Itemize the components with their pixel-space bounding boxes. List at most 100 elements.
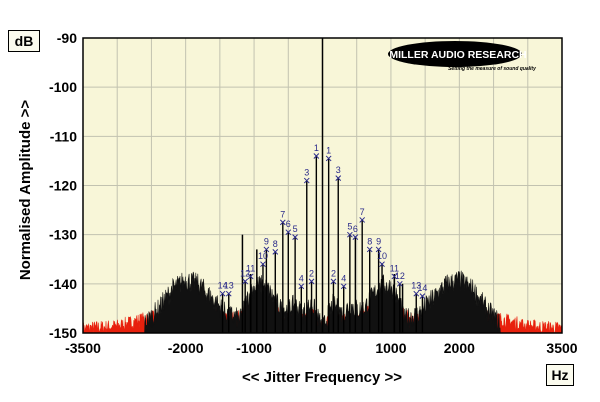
plot-frame bbox=[82, 37, 563, 334]
harmonic-marker: 4 bbox=[298, 273, 305, 290]
harmonic-marker: 7 bbox=[359, 207, 366, 223]
harmonic-marker: 3 bbox=[335, 165, 342, 181]
marker-cross bbox=[263, 246, 270, 253]
harmonic-marker: 9 bbox=[263, 236, 270, 253]
x-tick-label: 2000 bbox=[444, 340, 475, 356]
harmonic-marker: 2 bbox=[308, 268, 315, 285]
marker-cross bbox=[298, 283, 305, 290]
harmonic-marker: 6 bbox=[285, 219, 292, 236]
marker-cross bbox=[379, 261, 385, 268]
harmonic-marker: 12 bbox=[240, 268, 250, 285]
marker-label: 9 bbox=[376, 236, 381, 246]
harmonic-marker: 11 bbox=[246, 263, 255, 280]
harmonic-marker: 8 bbox=[272, 239, 279, 255]
marker-cross bbox=[396, 280, 403, 287]
y-tick-labels: -90 -100 -110 -120 -130 -140 -150 bbox=[49, 30, 77, 341]
marker-cross bbox=[303, 177, 310, 184]
marker-cross bbox=[260, 261, 266, 268]
marker-label: 3 bbox=[304, 168, 309, 178]
marker-label: 9 bbox=[264, 236, 269, 246]
x-tick-label: -2000 bbox=[168, 340, 204, 356]
marker-label: 1 bbox=[314, 143, 319, 153]
marker-cross bbox=[391, 273, 398, 280]
marker-cross bbox=[285, 229, 292, 236]
marker-label: 1 bbox=[326, 145, 331, 155]
marker-label: 12 bbox=[240, 268, 250, 278]
marker-label: 12 bbox=[395, 271, 405, 281]
marker-label: 6 bbox=[353, 224, 358, 234]
harmonic-marker: 1 bbox=[325, 145, 332, 162]
y-tick-label: -130 bbox=[49, 227, 77, 243]
marker-cross bbox=[247, 273, 254, 280]
marker-label: 14 bbox=[218, 281, 228, 291]
marker-cross bbox=[279, 219, 286, 226]
x-tick-label: 0 bbox=[319, 340, 327, 356]
marker-label: 5 bbox=[293, 224, 298, 234]
x-tick-label: 1000 bbox=[375, 340, 406, 356]
spikes-layer bbox=[221, 38, 424, 333]
marker-label: 11 bbox=[246, 263, 255, 273]
marker-cross bbox=[325, 155, 332, 162]
marker-label: 10 bbox=[258, 251, 268, 261]
y-axis-label: Normalised Amplitude >> bbox=[17, 100, 34, 281]
marker-cross bbox=[359, 217, 366, 223]
harmonic-marker: 8 bbox=[366, 236, 373, 253]
marker-cross bbox=[272, 249, 279, 255]
harmonic-marker: 5 bbox=[347, 222, 353, 238]
marker-label: 3 bbox=[336, 165, 341, 175]
marker-cross bbox=[340, 283, 347, 290]
marker-cross bbox=[330, 278, 337, 285]
harmonic-marker: 9 bbox=[375, 236, 382, 253]
marker-cross bbox=[242, 278, 249, 285]
x-tick-label: 3500 bbox=[546, 340, 577, 356]
marker-cross bbox=[335, 175, 342, 181]
x-unit-label: Hz bbox=[546, 364, 574, 386]
marker-label: 6 bbox=[286, 219, 291, 229]
harmonic-marker: 12 bbox=[395, 271, 405, 287]
harmonic-marker: 6 bbox=[352, 224, 359, 240]
harmonic-marker: 7 bbox=[279, 209, 286, 226]
harmonic-marker: 13 bbox=[411, 281, 421, 297]
y-tick-label: -120 bbox=[49, 178, 77, 194]
marker-label: 7 bbox=[280, 209, 285, 219]
marker-label: 11 bbox=[390, 263, 399, 273]
marker-label: 14 bbox=[417, 283, 427, 293]
marker-label: 4 bbox=[341, 273, 346, 283]
marker-label: 8 bbox=[273, 239, 278, 249]
marker-cross bbox=[313, 153, 320, 159]
y-tick-label: -100 bbox=[49, 79, 77, 95]
marker-cross bbox=[308, 278, 315, 285]
marker-cross bbox=[366, 246, 373, 253]
harmonic-marker: 5 bbox=[292, 224, 298, 240]
harmonic-marker: 14 bbox=[417, 283, 427, 299]
harmonic-marker: 13 bbox=[224, 281, 234, 297]
logo-text: MILLER AUDIO RESEARCH bbox=[389, 49, 526, 61]
marker-cross bbox=[219, 290, 226, 297]
harmonic-marker: 14 bbox=[218, 281, 228, 297]
harmonic-marker: 10 bbox=[258, 251, 268, 268]
y-unit-label: dB bbox=[8, 30, 40, 52]
harmonic-marker: 1 bbox=[313, 143, 320, 159]
marker-cross bbox=[352, 234, 359, 240]
marker-label: 7 bbox=[360, 207, 365, 217]
harmonic-marker: 11 bbox=[390, 263, 399, 280]
x-tick-label: -1000 bbox=[236, 340, 272, 356]
y-tick-label: -110 bbox=[50, 128, 77, 144]
marker-label: 4 bbox=[299, 273, 304, 283]
x-tick-label: -3500 bbox=[65, 340, 101, 356]
marker-label: 2 bbox=[331, 268, 336, 278]
marker-label: 13 bbox=[411, 281, 421, 291]
harmonic-marker: 4 bbox=[340, 273, 347, 290]
harmonic-marker: 10 bbox=[377, 251, 387, 268]
marker-cross bbox=[292, 234, 298, 240]
marker-cross bbox=[413, 290, 420, 297]
marker-cross bbox=[225, 290, 232, 297]
harmonic-marker: 2 bbox=[330, 268, 337, 285]
marker-cross bbox=[347, 231, 353, 238]
x-tick-labels: -3500 -2000 -1000 0 1000 2000 3500 bbox=[65, 340, 578, 356]
y-tick-label: -140 bbox=[49, 276, 77, 292]
marker-cross bbox=[375, 246, 382, 253]
marker-label: 10 bbox=[377, 251, 387, 261]
